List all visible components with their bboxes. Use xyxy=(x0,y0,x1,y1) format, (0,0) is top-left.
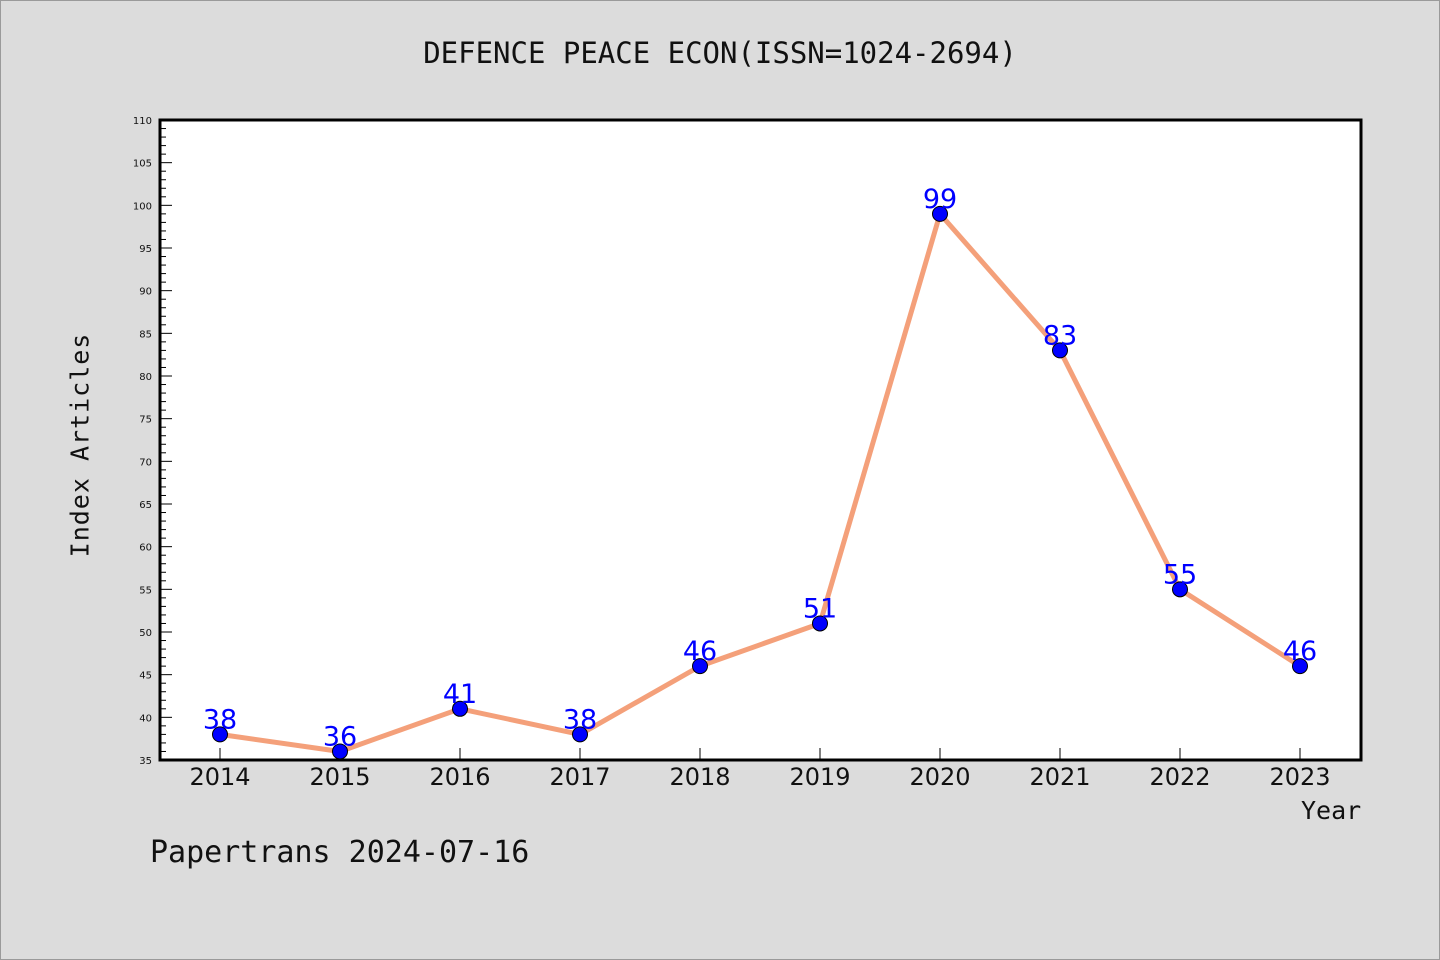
x-tick-label: 2020 xyxy=(909,763,970,791)
data-point xyxy=(1052,342,1068,359)
y-tick-label: 50 xyxy=(139,628,152,639)
x-tick-label: 2023 xyxy=(1269,763,1330,791)
x-axis: 2014 2015 2016 2017 2018 2019 2020 2021 2022 2023 xyxy=(189,748,1331,791)
plot-area xyxy=(158,118,1363,762)
x-tick-label: 2017 xyxy=(549,763,610,791)
data-label: 46 xyxy=(1283,636,1317,667)
data-label: 99 xyxy=(923,184,957,215)
footer-credit: Papertrans 2024-07-16 xyxy=(150,835,530,870)
data-point xyxy=(812,615,828,632)
y-tick-label: 100 xyxy=(133,201,152,212)
chart-title: DEFENCE PEACE ECON(ISSN=1024-2694) xyxy=(423,36,1017,70)
data-point xyxy=(332,743,348,760)
series-line xyxy=(217,211,1303,754)
data-point xyxy=(692,658,708,675)
x-tick-label: 2021 xyxy=(1029,763,1090,791)
x-axis-label: Year xyxy=(1301,796,1362,825)
data-point xyxy=(572,726,588,743)
data-point xyxy=(932,205,948,222)
data-point xyxy=(212,726,228,743)
data-label: 51 xyxy=(803,593,837,624)
x-tick-label: 2019 xyxy=(789,763,850,791)
y-tick-label: 45 xyxy=(139,671,152,682)
x-tick-label: 2022 xyxy=(1149,763,1210,791)
y-tick-label: 75 xyxy=(139,415,152,426)
data-label: 55 xyxy=(1163,559,1197,590)
data-label: 41 xyxy=(443,679,477,710)
y-tick-label: 85 xyxy=(139,329,152,340)
y-tick-label: 105 xyxy=(133,159,152,170)
y-tick-label: 65 xyxy=(139,500,152,511)
y-axis: 35 40 45 50 55 60 65 70 75 80 85 90 95 100 105 110 xyxy=(133,116,172,767)
x-tick-label: 2015 xyxy=(309,763,370,791)
data-label: 46 xyxy=(683,636,717,667)
data-point xyxy=(1172,581,1188,598)
x-tick-label: 2014 xyxy=(189,763,250,791)
data-label: 38 xyxy=(563,704,597,735)
x-tick-label: 2016 xyxy=(429,763,490,791)
data-label: 36 xyxy=(323,721,357,752)
y-tick-label: 35 xyxy=(139,756,152,767)
y-tick-label: 40 xyxy=(139,713,152,724)
y-tick-label: 90 xyxy=(139,287,152,298)
y-tick-label: 55 xyxy=(139,585,152,596)
y-tick-label: 80 xyxy=(139,372,152,383)
data-label: 83 xyxy=(1043,320,1077,351)
x-tick-label: 2018 xyxy=(669,763,730,791)
y-tick-label: 110 xyxy=(133,116,152,127)
y-tick-label: 70 xyxy=(139,457,152,468)
data-point xyxy=(452,700,468,717)
y-tick-label: 60 xyxy=(139,543,152,554)
data-label: 38 xyxy=(203,704,237,735)
y-tick-label: 95 xyxy=(139,244,152,255)
series-layer: 38 36 41 38 46 51 99 83 55 46 xyxy=(203,184,1317,760)
data-point xyxy=(1292,658,1308,675)
